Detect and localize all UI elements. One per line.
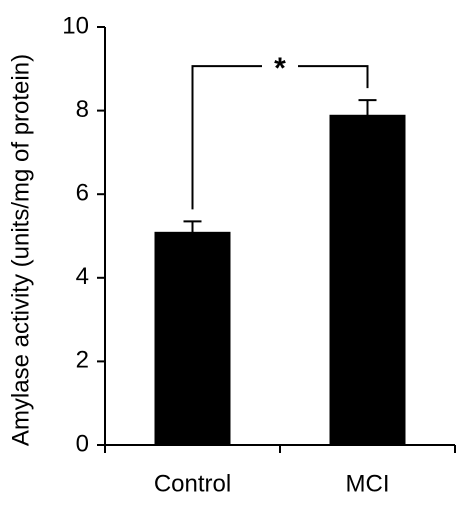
y-axis-label: Amylase activity (units/mg of protein) xyxy=(7,54,34,446)
y-tick-label: 8 xyxy=(76,96,89,123)
error-bar xyxy=(183,220,202,243)
significance-marker: * xyxy=(274,52,286,85)
y-tick-label: 10 xyxy=(62,12,89,39)
y-tick-label: 0 xyxy=(76,430,89,457)
y-tick-label: 6 xyxy=(76,180,89,207)
y-tick-label: 4 xyxy=(76,263,89,290)
error-bar xyxy=(358,99,377,130)
bar xyxy=(329,114,406,445)
significance-bracket xyxy=(191,65,369,210)
bar xyxy=(154,231,231,445)
x-tick-label: Control xyxy=(154,470,231,497)
x-tick-label: MCI xyxy=(346,470,390,497)
y-tick-label: 2 xyxy=(76,347,89,374)
